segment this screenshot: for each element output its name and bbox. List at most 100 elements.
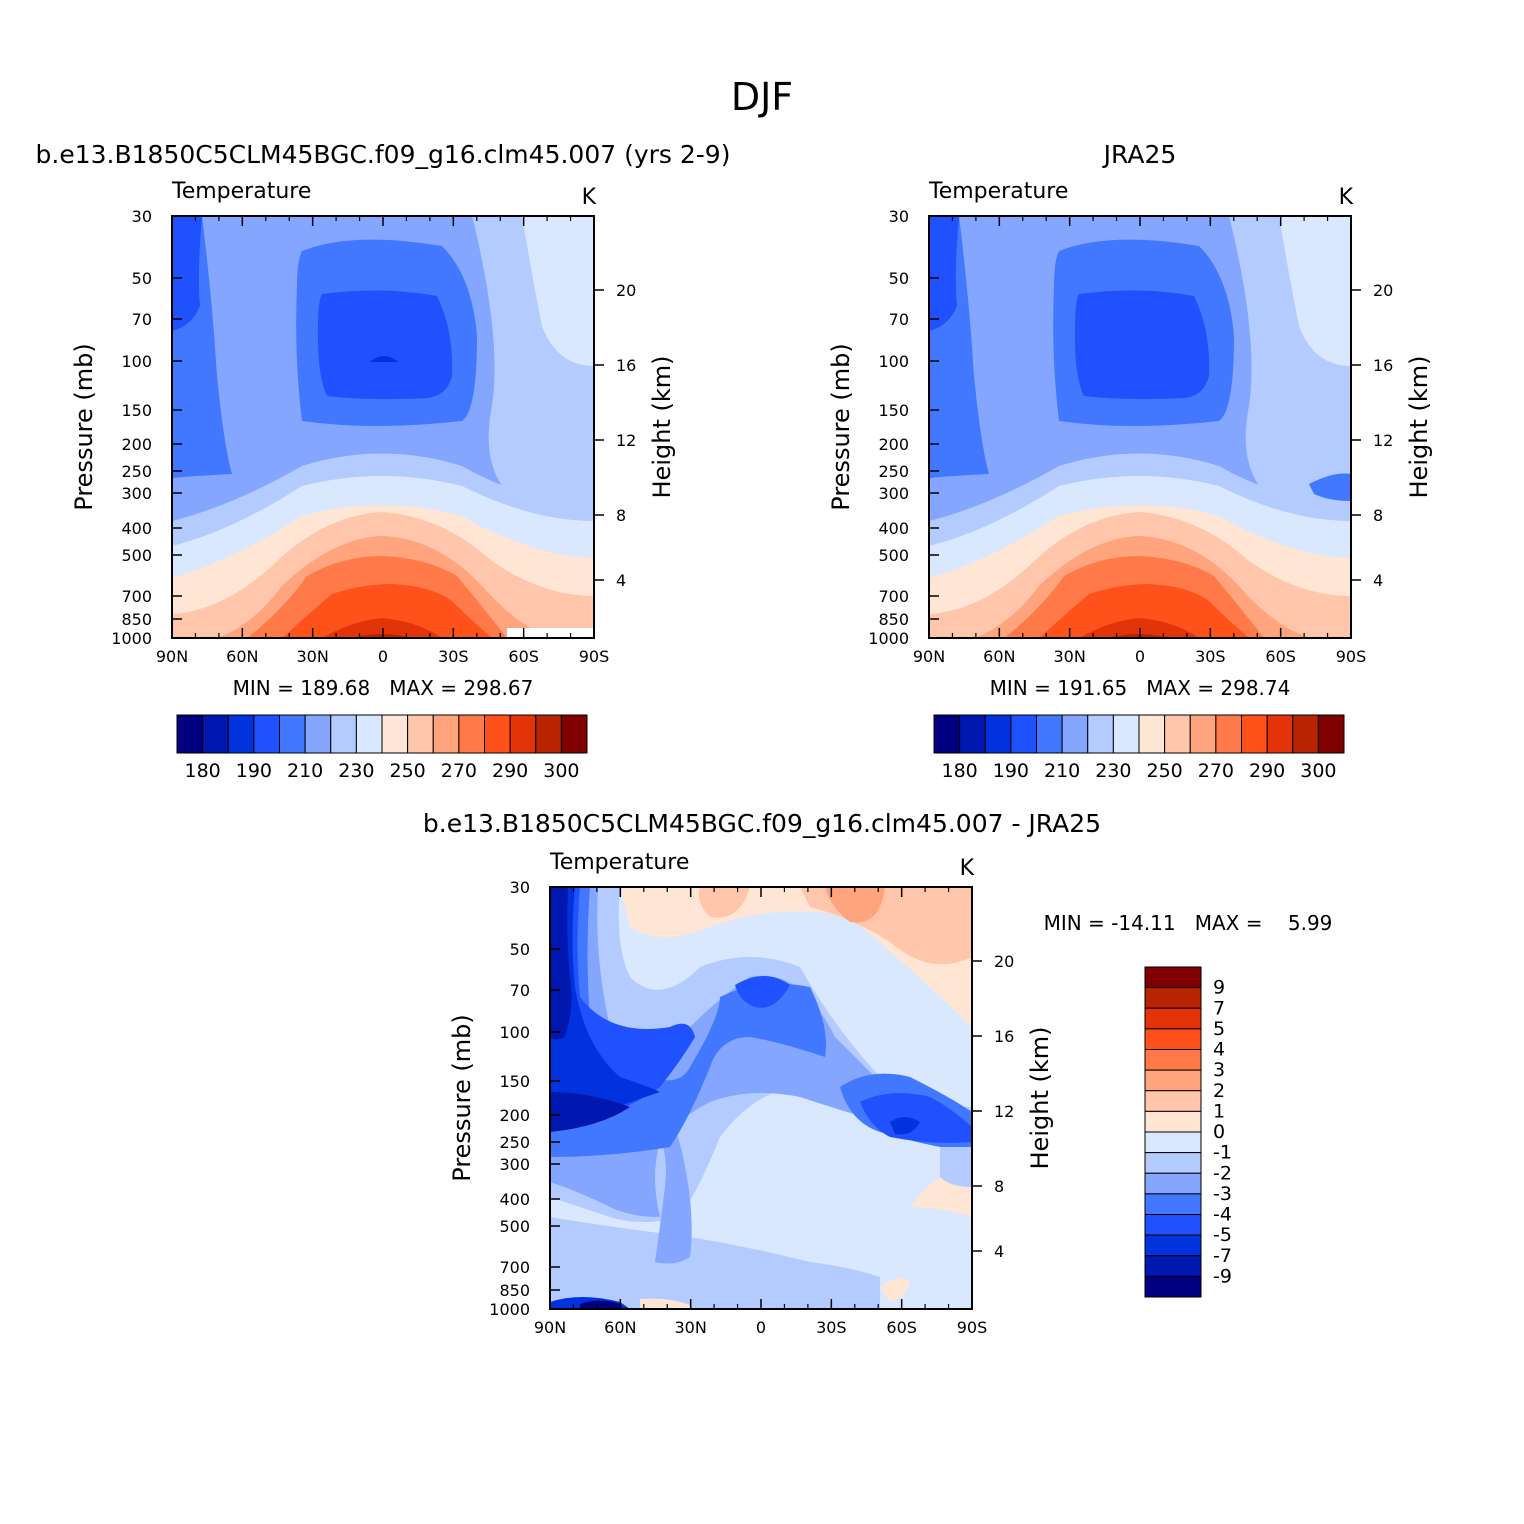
y-tick-label: 200 [878,435,909,454]
x-tick-label: 90S [579,647,610,666]
colorbar-swatch [1266,714,1294,754]
difference-panel: b.e13.B1850C5CLM45BGC.f09_g16.clm45.007 … [423,809,1333,1337]
y-tick-label: 500 [878,546,909,565]
y-tick-label: 1000 [868,629,909,648]
y-tick-label: 70 [132,310,152,329]
contour-band [282,584,492,638]
panel-units-label: K [582,185,597,210]
colorbar-swatch [1010,714,1037,754]
colorbar-label: 300 [543,760,579,782]
colorbar-swatch [432,714,460,754]
y-tick-label: 850 [121,610,152,629]
x-tick-label: 30N [675,1318,707,1337]
colorbar-label: 9 [1213,977,1225,999]
x-tick-label: 30N [1054,647,1086,666]
panel-variable-label: Temperature [549,850,689,875]
y-tick-label: 30 [510,878,530,897]
colorbar-label: 1 [1213,1100,1225,1122]
colorbar-label: 210 [287,760,323,782]
colorbar-label: 2 [1213,1080,1225,1102]
colorbar-swatch [1144,1110,1202,1133]
contour-band [1074,290,1210,400]
colorbar-label: 210 [1044,760,1080,782]
y2-tick-label: 16 [994,1027,1014,1046]
colorbar-label: -2 [1213,1162,1232,1184]
colorbar-swatch [535,714,562,754]
colorbar-swatch [279,714,306,754]
y2-tick-label: 4 [616,571,626,590]
y2-tick-label: 4 [1373,571,1383,590]
colorbar-label: 180 [941,760,977,782]
panel-units-label: K [960,856,975,881]
contour-band [172,216,202,331]
colorbar-swatch [933,714,961,754]
y-tick-label: 850 [878,610,909,629]
colorbar-swatch [1144,1234,1202,1257]
colorbar-swatch [1144,1049,1202,1071]
colorbar-label: 270 [1198,760,1234,782]
y-tick-label: 150 [121,401,152,420]
colorbar-label: 230 [1095,760,1131,782]
colorbar-label: 300 [1300,760,1336,782]
x-tick-label: 90N [913,647,945,666]
colorbar-label: 180 [184,760,220,782]
colorbar-swatch [560,714,588,754]
y-tick-label: 250 [499,1133,530,1152]
colorbar-swatch [1144,987,1202,1009]
colorbar-swatch [1292,714,1319,754]
colorbar-swatch [959,714,986,754]
colorbar-swatch [1087,714,1114,754]
y2-axis-label: Height (km) [1026,1027,1054,1170]
x-tick-label: 60S [1265,647,1296,666]
y2-tick-label: 12 [616,431,636,450]
contour-band [322,618,442,638]
y-tick-label: 50 [132,269,152,288]
y-tick-label: 50 [510,940,530,959]
x-tick-label: 60S [508,647,539,666]
y2-tick-label: 8 [1373,506,1383,525]
colorbar-swatch [227,714,255,754]
colorbar-label: 7 [1213,997,1225,1019]
contour-band [1079,618,1199,638]
colorbar-swatch [1144,1255,1202,1277]
colorbar-swatch [1144,1028,1202,1050]
y-tick-label: 300 [499,1155,530,1174]
contour-band [940,1262,972,1309]
colorbar-swatch [1144,1275,1202,1298]
contour-band [929,216,959,331]
colorbar-label: 290 [492,760,528,782]
panel-variable-label: Temperature [171,179,311,204]
contour-plot [172,216,594,638]
y-tick-label: 30 [132,207,152,226]
y-tick-label: 700 [121,587,152,606]
colorbar-swatch [509,714,537,754]
colorbar-label: 290 [1249,760,1285,782]
colorbar-label: -1 [1213,1142,1232,1164]
colorbar-label: 3 [1213,1059,1225,1081]
min-max-label: MIN = 189.68 MAX = 298.67 [233,676,534,700]
contour-band [825,887,885,923]
colorbar-swatch [1112,714,1140,754]
colorbar-label: 270 [441,760,477,782]
x-tick-label: 90N [156,647,188,666]
contour-plot [550,887,972,1309]
x-tick-label: 30S [1195,647,1226,666]
y2-tick-label: 20 [1373,281,1393,300]
x-tick-label: 60S [886,1318,917,1337]
y-tick-label: 500 [499,1217,530,1236]
colorbar-swatch [304,714,332,754]
y-axis-label: Pressure (mb) [70,343,98,510]
colorbar-label: 250 [1146,760,1182,782]
y-tick-label: 100 [499,1023,530,1042]
colorbar-swatch [1144,966,1202,989]
contour-plot [929,216,1351,638]
colorbar-swatch [484,714,511,754]
model-panel: b.e13.B1850C5CLM45BGC.f09_g16.clm45.007 … [36,140,731,782]
contour-band [550,887,572,1040]
min-max-label: MIN = 191.65 MAX = 298.74 [990,676,1291,700]
y-tick-label: 100 [878,352,909,371]
colorbar-label: 4 [1213,1039,1225,1061]
x-tick-label: 0 [1135,647,1145,666]
